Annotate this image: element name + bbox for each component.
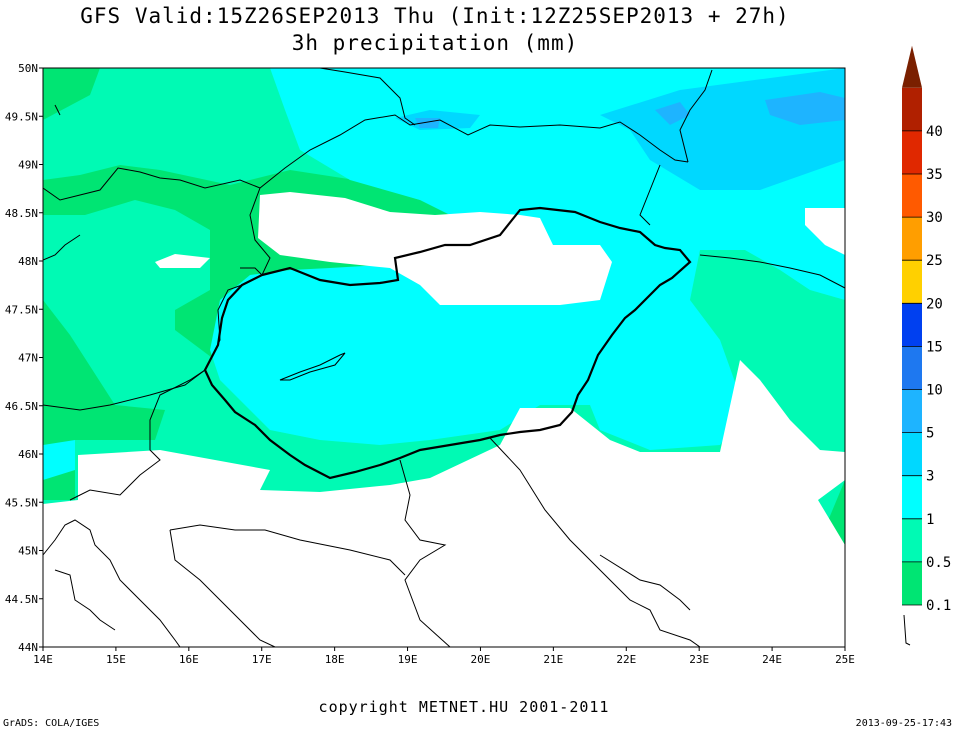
lat-tick-label: 44N <box>18 641 38 654</box>
lon-tick-label: 18E <box>325 653 345 666</box>
render-timestamp: 2013-09-25-17:43 <box>855 718 952 729</box>
colorbar-segment <box>902 174 922 218</box>
colorbar-label: 10 <box>926 383 943 399</box>
colorbar-segment <box>902 130 922 174</box>
precip-dry-4 <box>43 360 845 647</box>
colorbar-label: 5 <box>926 426 934 442</box>
lon-tick-label: 17E <box>252 653 272 666</box>
lon-tick-label: 22E <box>616 653 636 666</box>
colorbar-label: 3 <box>926 469 934 485</box>
colorbar-label: 20 <box>926 296 943 312</box>
colorbar-label: 15 <box>926 339 943 355</box>
colorbar-segment <box>902 561 922 605</box>
latitude-axis: 50N 49.5N 49N 48.5N 48N 47.5N 47N 46.5N 46N 45.5N… <box>5 62 43 654</box>
colorbar-label: 25 <box>926 253 943 269</box>
colorbar-segment <box>902 475 922 519</box>
lon-tick-label: 23E <box>689 653 709 666</box>
lon-tick-label: 19E <box>398 653 418 666</box>
colorbar-label: 30 <box>926 210 943 226</box>
lon-tick-label: 21E <box>543 653 563 666</box>
lat-tick-label: 44.5N <box>5 593 38 606</box>
lon-tick-label: 14E <box>33 653 53 666</box>
lat-tick-label: 50N <box>18 62 38 75</box>
lat-tick-label: 47N <box>18 352 38 365</box>
lon-tick-label: 25E <box>835 653 855 666</box>
lat-tick-label: 45N <box>18 545 38 558</box>
map-subtitle: 3h precipitation (mm) <box>291 31 579 55</box>
lon-tick-label: 15E <box>106 653 126 666</box>
colorbar-label: 0.1 <box>926 598 951 614</box>
colorbar-segment <box>902 303 922 347</box>
colorbar-segment <box>902 389 922 433</box>
colorbar-segment <box>902 432 922 476</box>
map-title: GFS Valid:15Z26SEP2013 Thu (Init:12Z25SE… <box>80 4 790 28</box>
colorbar-label: 0.5 <box>926 555 951 571</box>
precip-band-5 <box>415 92 845 128</box>
software-credit: GrADS: COLA/IGES <box>3 718 100 729</box>
colorbar-segment <box>902 518 922 562</box>
lon-tick-label: 20E <box>471 653 491 666</box>
colorbar-segment <box>902 87 922 131</box>
precip-dry-2 <box>155 254 210 268</box>
lon-tick-label: 16E <box>179 653 199 666</box>
colorbar-tail <box>903 614 911 646</box>
longitude-axis: 14E 15E 16E 17E 18E 19E 20E 21E 22E 23E 24E 25E <box>33 647 855 666</box>
lat-tick-label: 49N <box>18 159 38 172</box>
lon-tick-label: 24E <box>762 653 782 666</box>
colorbar-arrow <box>902 45 922 88</box>
lat-tick-label: 48N <box>18 255 38 268</box>
colorbar-label: 35 <box>926 167 943 183</box>
precip-dry-3 <box>805 208 845 255</box>
colorbar-segment <box>902 346 922 390</box>
colorbar-label: 1 <box>926 512 934 528</box>
lat-tick-label: 46N <box>18 448 38 461</box>
country-borders <box>43 68 845 647</box>
colorbar-label: 40 <box>926 124 943 140</box>
precip-field <box>43 68 845 647</box>
lat-tick-label: 48.5N <box>5 207 38 220</box>
colorbar-segment <box>902 217 922 261</box>
lat-tick-label: 45.5N <box>5 496 38 509</box>
colorbar-segment <box>902 260 922 304</box>
lat-tick-label: 46.5N <box>5 400 38 413</box>
copyright-text: copyright METNET.HU 2001-2011 <box>318 698 610 716</box>
lat-tick-label: 49.5N <box>5 110 38 123</box>
lat-tick-label: 47.5N <box>5 303 38 316</box>
precip-band-3 <box>395 68 845 190</box>
